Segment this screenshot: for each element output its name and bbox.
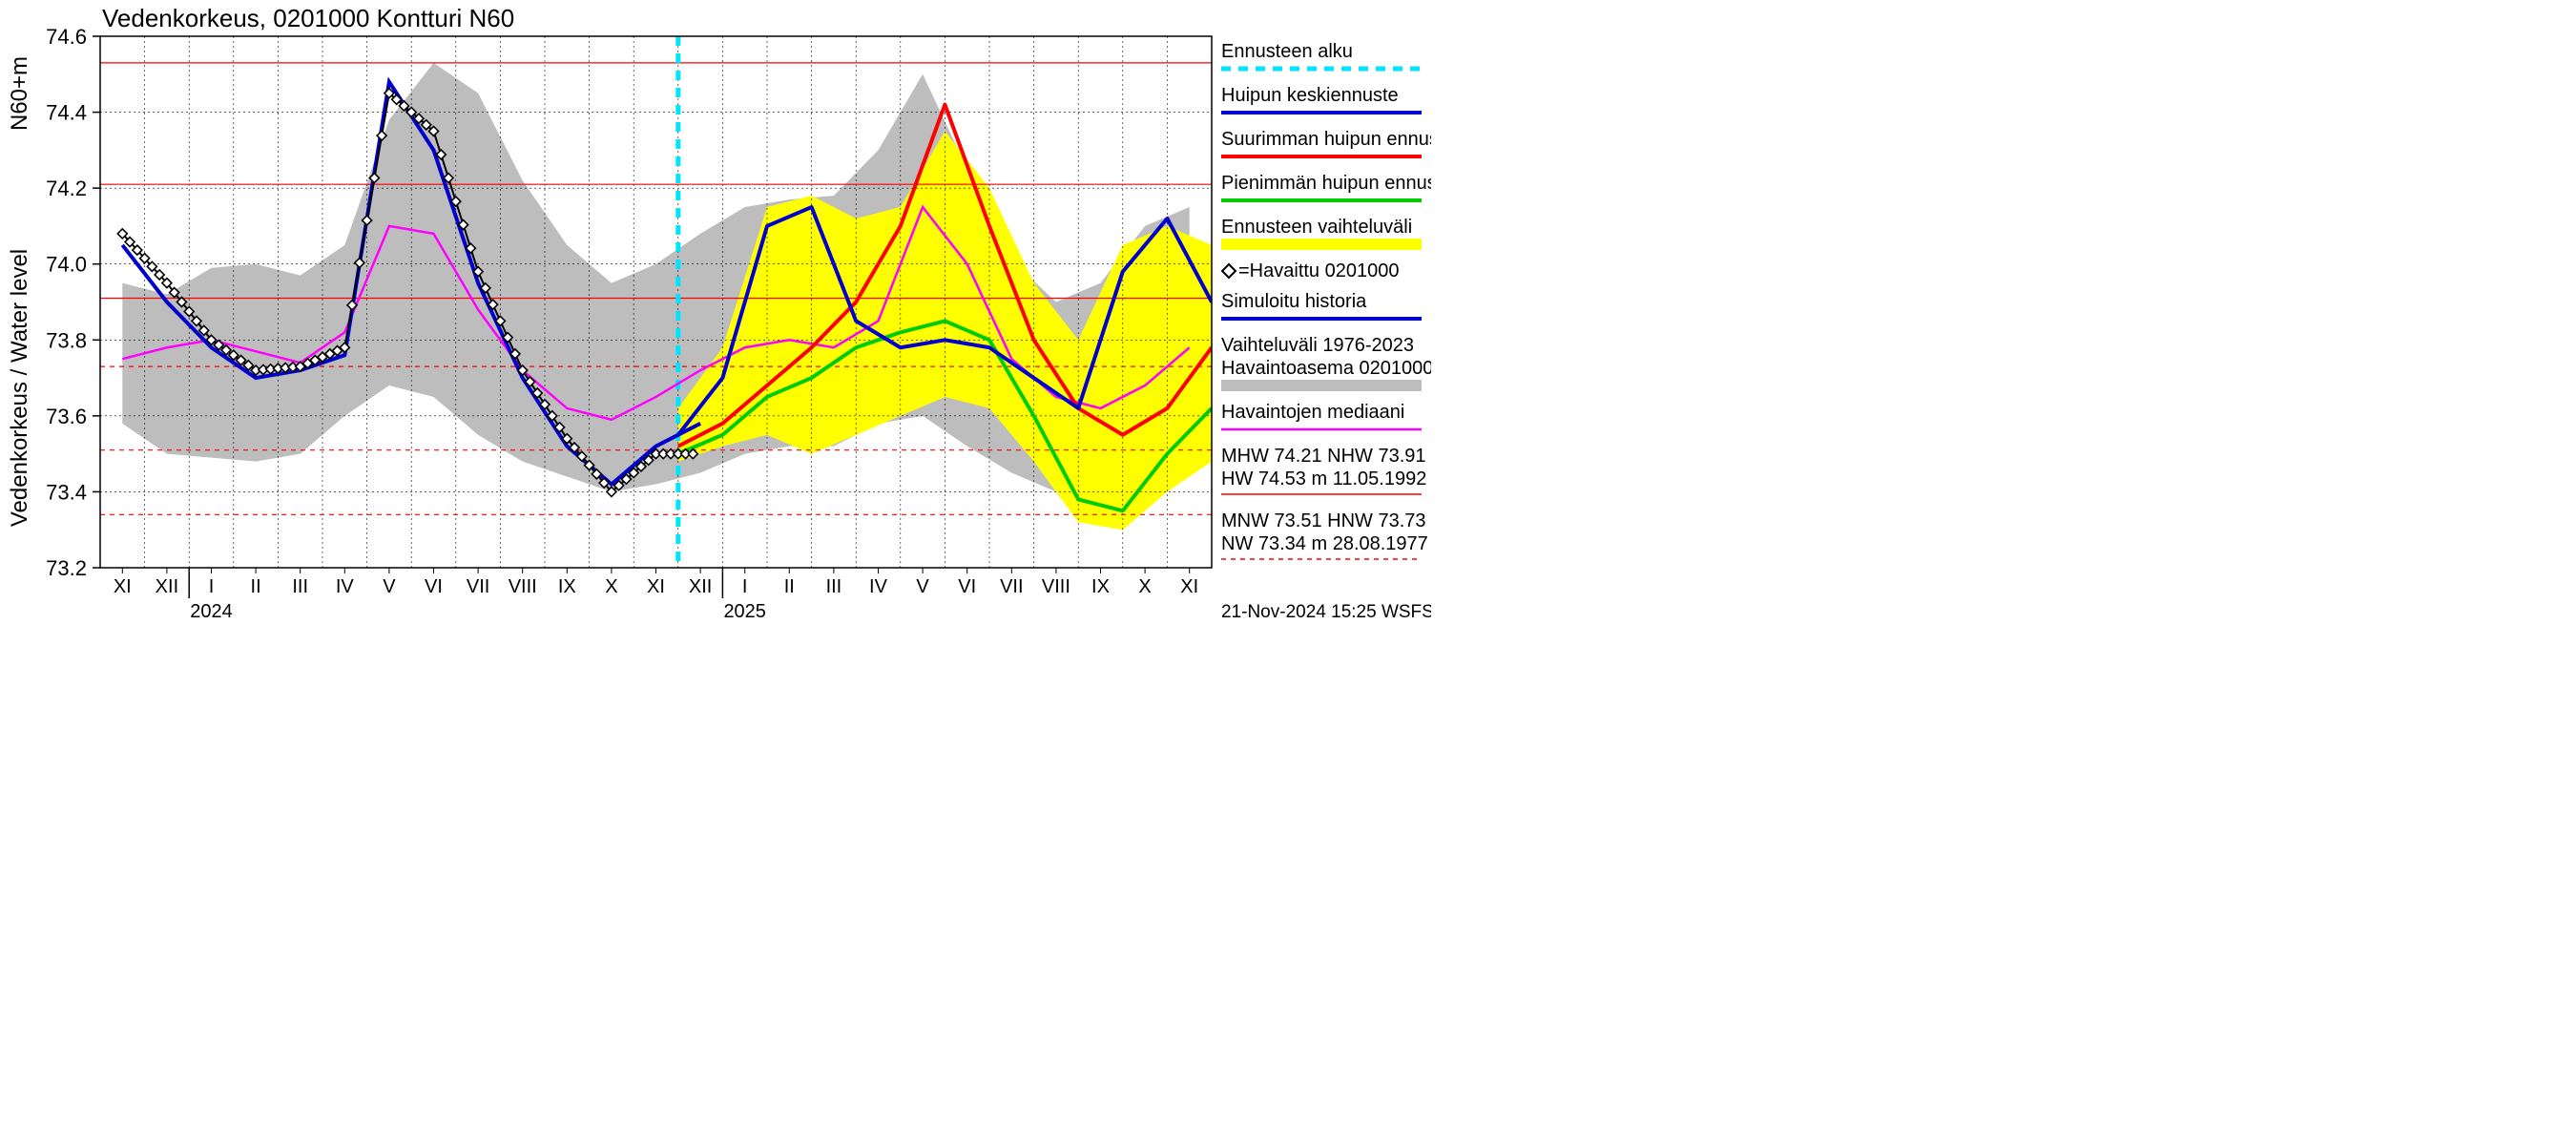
y-tick-label: 73.4: [46, 480, 87, 504]
x-tick-label: III: [826, 576, 842, 597]
year-label: 2025: [723, 601, 766, 622]
x-tick-label: XII: [156, 576, 178, 597]
x-tick-label: V: [916, 576, 929, 597]
x-tick-label: IX: [558, 576, 576, 597]
x-tick-label: XI: [1180, 576, 1198, 597]
x-tick-label: II: [784, 576, 795, 597]
legend-label: Suurimman huipun ennuste: [1221, 129, 1431, 150]
legend-label: Vaihteluväli 1976-2023: [1221, 335, 1414, 356]
x-tick-label: III: [292, 576, 308, 597]
x-tick-label: XII: [689, 576, 712, 597]
y-axis-label-left: Vedenkorkeus / Water level: [7, 249, 32, 527]
yellow-band: [678, 131, 1212, 530]
legend-label: =Havaittu 0201000: [1238, 260, 1399, 281]
legend-label: Huipun keskiennuste: [1221, 85, 1399, 106]
x-tick-label: VII: [1000, 576, 1023, 597]
x-tick-label: I: [742, 576, 748, 597]
chart-title: Vedenkorkeus, 0201000 Kontturi N60: [102, 4, 514, 32]
x-tick-label: VII: [467, 576, 489, 597]
x-tick-label: VI: [958, 576, 976, 597]
y-tick-label: 74.0: [46, 253, 87, 277]
x-tick-label: X: [1138, 576, 1151, 597]
x-tick-label: I: [209, 576, 215, 597]
x-tick-label: IX: [1091, 576, 1110, 597]
legend-label: Ennusteen vaihteluväli: [1221, 217, 1412, 238]
y-tick-label: 73.2: [46, 556, 87, 580]
x-tick-label: II: [251, 576, 261, 597]
x-tick-label: V: [383, 576, 396, 597]
x-tick-label: XI: [647, 576, 665, 597]
y-tick-label: 73.6: [46, 405, 87, 428]
x-tick-label: IV: [869, 576, 888, 597]
legend-stat: NW 73.34 m 28.08.1977: [1221, 533, 1428, 554]
legend-stat: MHW 74.21 NHW 73.91: [1221, 446, 1426, 467]
y-tick-label: 74.6: [46, 25, 87, 49]
y-tick-label: 74.2: [46, 177, 87, 200]
legend-swatch-marker: [1222, 264, 1236, 278]
legend-label: Havaintoasema 0201000: [1221, 358, 1431, 379]
x-tick-label: IV: [336, 576, 355, 597]
x-tick-label: VIII: [509, 576, 537, 597]
timestamp: 21-Nov-2024 15:25 WSFS-O: [1221, 602, 1431, 622]
legend-swatch-band: [1221, 380, 1422, 391]
x-tick-label: VI: [425, 576, 443, 597]
y-axis-label-right: N60+m: [7, 56, 32, 131]
x-tick-label: X: [605, 576, 617, 597]
year-label: 2024: [190, 601, 233, 622]
y-tick-label: 74.4: [46, 101, 87, 125]
legend-label: Simuloitu historia: [1221, 291, 1367, 312]
legend-stat: MNW 73.51 HNW 73.73: [1221, 510, 1426, 531]
y-tick-label: 73.8: [46, 328, 87, 352]
x-tick-label: XI: [114, 576, 132, 597]
legend-label: Havaintojen mediaani: [1221, 402, 1404, 423]
legend-stat: HW 74.53 m 11.05.1992: [1221, 468, 1426, 489]
legend-label: Ennusteen alku: [1221, 41, 1353, 62]
legend-label: Pienimmän huipun ennuste: [1221, 173, 1431, 194]
legend-swatch-band: [1221, 239, 1422, 250]
x-tick-label: VIII: [1042, 576, 1070, 597]
